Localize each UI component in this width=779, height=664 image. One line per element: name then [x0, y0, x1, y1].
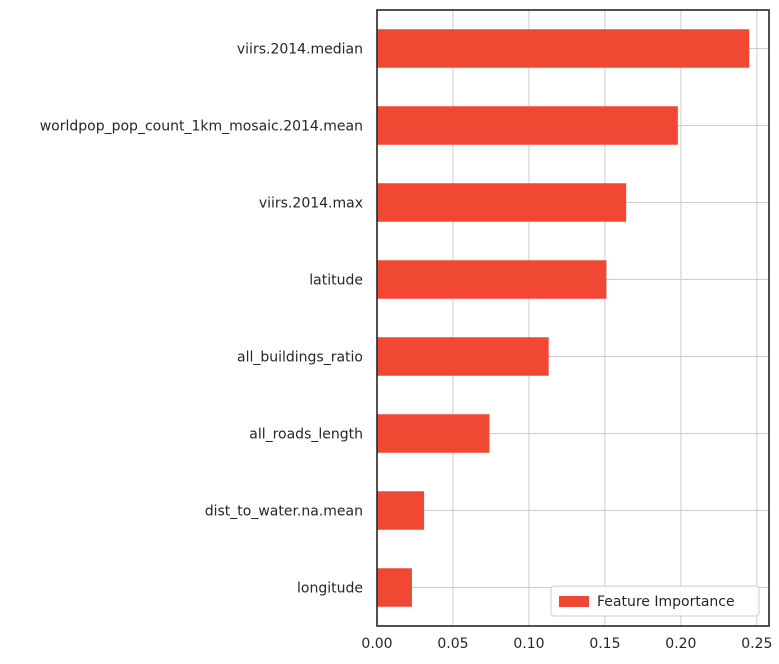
- bar: [377, 337, 549, 376]
- y-tick-label: worldpop_pop_count_1km_mosaic.2014.mean: [40, 119, 363, 135]
- y-tick-label: dist_to_water.na.mean: [205, 504, 363, 520]
- legend: Feature Importance: [550, 585, 760, 617]
- legend-swatch: [559, 596, 589, 607]
- bar: [377, 106, 678, 145]
- x-tick-label: 0.10: [513, 636, 544, 652]
- y-tick-label: viirs.2014.median: [237, 42, 363, 58]
- y-tick-label: all_roads_length: [249, 427, 363, 443]
- y-tick-labels: viirs.2014.median worldpop_pop_count_1km_…: [40, 42, 363, 597]
- bar: [377, 491, 425, 530]
- y-tick-label: longitude: [297, 581, 363, 597]
- x-tick-label: 0.00: [361, 636, 392, 652]
- y-tick-label: viirs.2014.max: [259, 196, 363, 212]
- bar: [377, 29, 750, 68]
- legend-box: [550, 585, 760, 617]
- x-tick-label: 0.25: [741, 636, 772, 652]
- y-tick-label: latitude: [309, 273, 363, 289]
- x-tick-label: 0.20: [665, 636, 696, 652]
- bar: [377, 183, 627, 222]
- y-tick-label: all_buildings_ratio: [237, 350, 363, 366]
- bar: [377, 414, 490, 453]
- legend-label: Feature Importance: [597, 594, 735, 610]
- bar: [377, 568, 412, 607]
- x-tick-label: 0.05: [437, 636, 468, 652]
- bar: [377, 260, 607, 299]
- x-tick-labels: 0.00 0.05 0.10 0.15 0.20 0.25: [361, 636, 772, 652]
- x-tick-label: 0.15: [589, 636, 620, 652]
- grid-layer: [376, 10, 769, 626]
- plot-frame: [376, 9, 770, 627]
- bars-layer: [377, 29, 750, 607]
